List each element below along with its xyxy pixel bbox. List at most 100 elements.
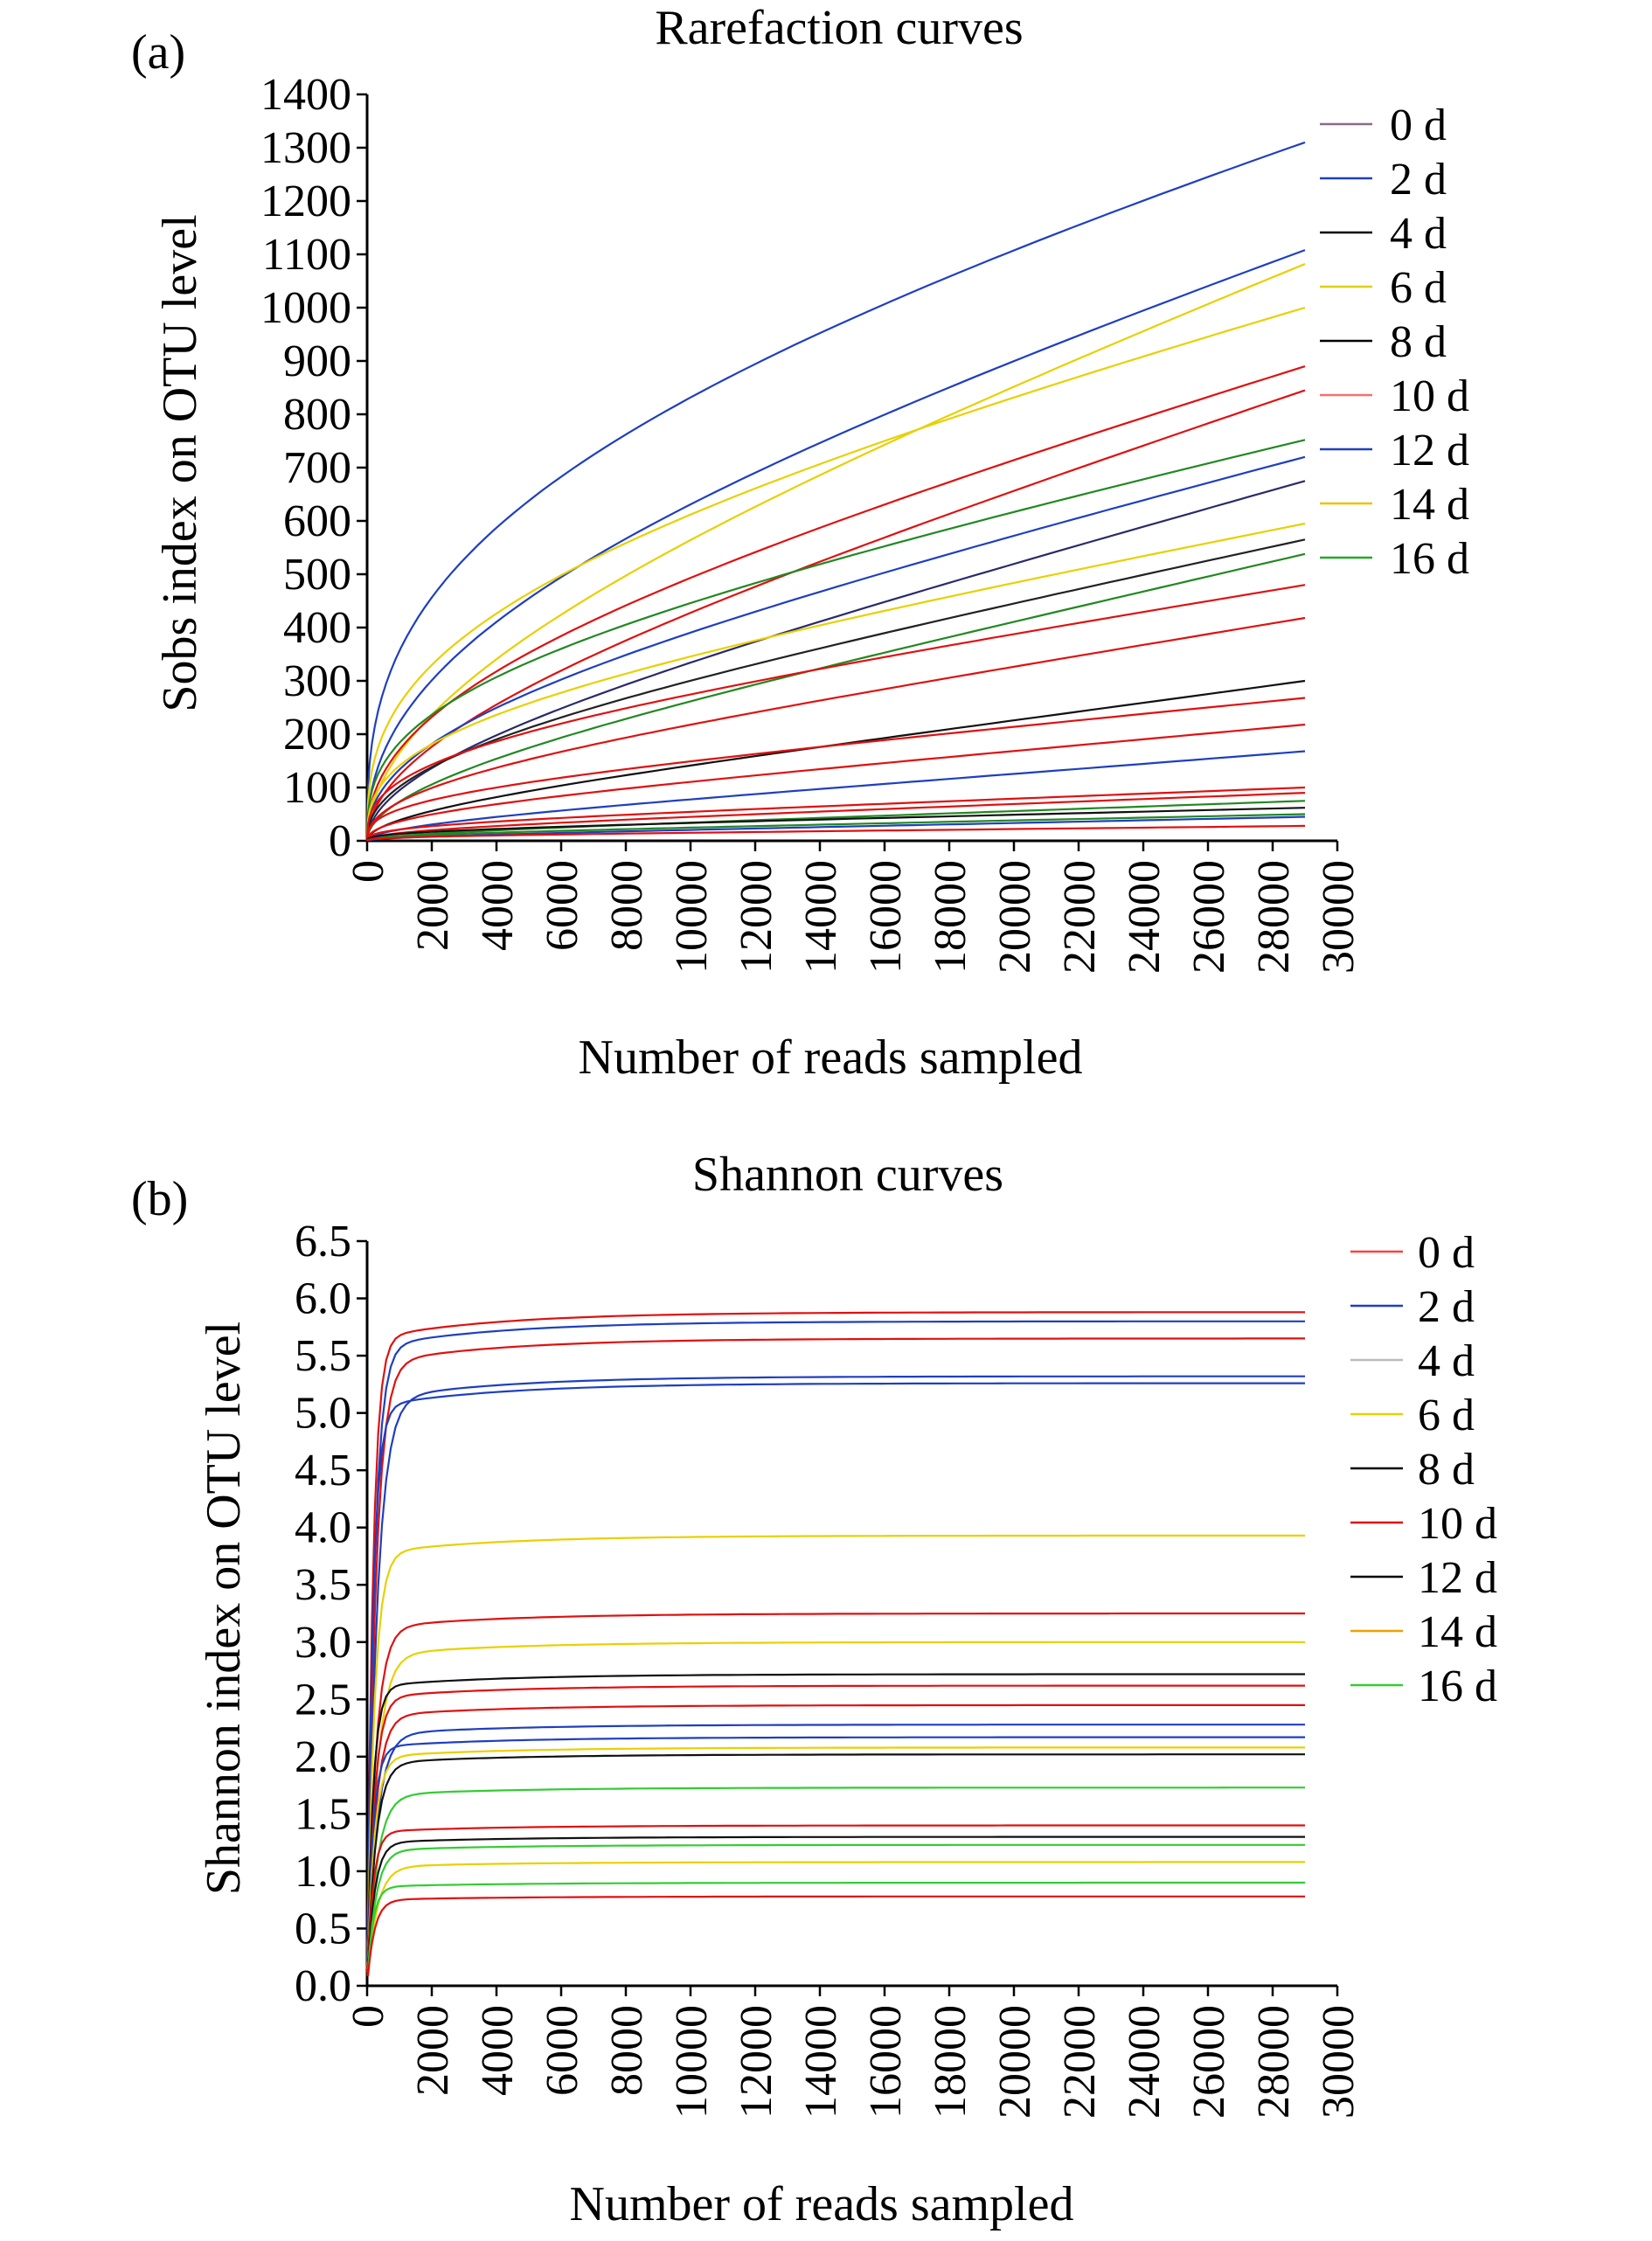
panel-a-series-line — [365, 584, 1306, 842]
panel-b-x-tick-label: 14000 — [796, 2005, 846, 2119]
panel-b-x-tick-label: 18000 — [926, 2005, 975, 2119]
panel-b-x-axis-label: Number of reads sampled — [570, 2177, 1074, 2231]
panel-b-series-line — [365, 1746, 1305, 1969]
panel-b-series-line — [365, 1311, 1305, 1969]
panel-a-x-tick-label: 10000 — [667, 860, 717, 974]
panel-a-series-line — [365, 786, 1306, 842]
panel-a-series-line — [366, 824, 1306, 842]
panel-b-series-line — [365, 1612, 1305, 1969]
panel-b-series-line — [365, 1534, 1305, 1969]
panel-b-series-line — [365, 1641, 1305, 1969]
panel-a-x-tick-label: 26000 — [1184, 860, 1234, 974]
panel-a-series-line — [365, 552, 1306, 842]
panel-a-y-tick-label: 100 — [283, 763, 351, 813]
panel-b-y-axis-label: Shannon index on OTU level — [197, 1322, 251, 1895]
panel-a-y-tick-label: 0 — [329, 816, 351, 866]
panel-b-y-tick-label: 5.5 — [295, 1331, 351, 1381]
panel-a-series-line — [365, 616, 1306, 842]
panel-a-y-tick-label: 1000 — [260, 283, 351, 333]
panel-b-x-tick-label: 30000 — [1314, 2005, 1364, 2119]
panel-b-series-line — [365, 1895, 1305, 1977]
panel-a-series-line — [365, 697, 1306, 842]
panel-a-y-tick-label: 400 — [283, 603, 351, 653]
panel-b-series-line — [366, 1787, 1305, 1974]
panel-b-legend-label: 12 d — [1418, 1553, 1497, 1603]
panel-b-x-tick-label: 6000 — [538, 2005, 587, 2096]
panel-a-series-line — [365, 538, 1306, 842]
panel-a-series-line — [365, 480, 1306, 842]
panel-b-series-line — [365, 1881, 1305, 1973]
panel-b-y-tick-label: 3.0 — [295, 1618, 351, 1668]
panel-b-legend-label: 6 d — [1418, 1391, 1475, 1440]
panel-b-series-line — [365, 1337, 1305, 1969]
panel-a-series-line — [365, 365, 1306, 842]
panel-a-y-tick-label: 1200 — [260, 177, 351, 226]
panel-a-x-tick-label: 6000 — [538, 860, 587, 951]
panel-b-y-tick-label: 1.0 — [295, 1847, 351, 1897]
panel-b-series-line — [366, 1835, 1305, 1973]
panel-b-x-tick-label: 8000 — [602, 2005, 652, 2096]
panel-b-y-tick-label: 4.5 — [295, 1446, 351, 1495]
panel-a-y-tick-label: 600 — [283, 496, 351, 546]
panel-a-series-line — [365, 249, 1306, 842]
panel-a-x-tick-label: 2000 — [408, 860, 458, 951]
panel-a-rarefaction: (a) Rarefaction curves 01002003004005006… — [131, 1, 1469, 1085]
panel-b-y-tick-label: 2.5 — [295, 1675, 351, 1724]
panel-b-shannon: (b) Shannon curves 0.0 0.5 1.0 1.5 2.0 2.5 3.0… — [131, 1148, 1497, 2231]
panel-b-series-line — [365, 1824, 1305, 1969]
panel-a-series-line — [365, 306, 1306, 842]
panel-b-series-line — [365, 1382, 1305, 1969]
panel-b-plot-area: 0.0 0.5 1.0 1.5 2.0 2.5 3.0 3.5 4.0 4.5 5.0 5.5 6.0 6… — [295, 1217, 1497, 2119]
panel-a-legend-label: 4 d — [1390, 209, 1447, 259]
panel-b-series-line — [365, 1861, 1305, 1976]
panel-a-series-line — [366, 792, 1306, 842]
panel-b-x-tick-label: 24000 — [1120, 2005, 1170, 2119]
panel-a-legend-label: 10 d — [1390, 371, 1469, 421]
panel-b-legend-label: 10 d — [1418, 1499, 1497, 1549]
panel-b-x-tick-label: 2000 — [408, 2005, 458, 2096]
panel-a-series-line — [366, 813, 1306, 842]
panel-b-label: (b) — [131, 1172, 188, 1226]
panel-b-x-tick-label: 4000 — [473, 2005, 523, 2096]
panel-a-y-tick-label: 1400 — [260, 70, 351, 120]
panel-a-x-tick-label: 8000 — [602, 860, 652, 951]
panel-b-x-tick-label: 0 — [344, 2005, 393, 2028]
panel-b-legend-label: 8 d — [1418, 1445, 1475, 1495]
panel-a-series-line — [365, 455, 1306, 842]
panel-b-legend-label: 4 d — [1418, 1336, 1475, 1386]
panel-b-x-tick-label: 12000 — [732, 2005, 781, 2119]
panel-a-x-tick-label: 30000 — [1314, 860, 1364, 974]
panel-a-plot-area: 0100200300400500600700800900100011001200… — [260, 70, 1469, 974]
panel-a-series-line — [365, 141, 1306, 842]
panel-a-y-tick-label: 300 — [283, 656, 351, 706]
panel-b-series-line — [365, 1753, 1305, 1969]
panel-a-legend-label: 14 d — [1390, 480, 1469, 530]
panel-a-x-tick-label: 18000 — [926, 860, 975, 974]
panel-b-title: Shannon curves — [692, 1148, 1003, 1202]
panel-a-x-tick-label: 24000 — [1120, 860, 1170, 974]
panel-a-y-axis-label: Sobs index on OTU level — [153, 214, 207, 711]
panel-b-y-tick-label: 5.0 — [295, 1389, 351, 1439]
panel-a-series-line — [365, 389, 1306, 842]
panel-a-series-line — [365, 807, 1306, 842]
panel-a-y-tick-label: 200 — [283, 710, 351, 760]
panel-b-legend-label: 14 d — [1418, 1607, 1497, 1657]
panel-a-legend-label: 2 d — [1390, 155, 1447, 205]
panel-b-x-tick-label: 20000 — [990, 2005, 1040, 2119]
panel-a-y-tick-label: 800 — [283, 390, 351, 440]
panel-b-x-tick-label: 26000 — [1184, 2005, 1234, 2119]
panel-a-y-tick-label: 700 — [283, 443, 351, 493]
panel-b-y-tick-label: 0.0 — [295, 1961, 351, 2011]
panel-b-y-tick-label: 0.5 — [295, 1904, 351, 1953]
panel-b-series-line — [365, 1320, 1305, 1969]
panel-b-series-line — [365, 1736, 1305, 1969]
panel-a-series-line — [366, 750, 1306, 842]
panel-b-series-line — [365, 1843, 1305, 1974]
panel-a-legend-label: 6 d — [1390, 263, 1447, 313]
panel-a-x-tick-label: 12000 — [732, 860, 781, 974]
panel-a-series-line — [365, 679, 1306, 842]
panel-a-legend-label: 12 d — [1390, 426, 1469, 475]
panel-b-series-line — [365, 1703, 1305, 1969]
panel-a-y-tick-label: 900 — [283, 336, 351, 386]
